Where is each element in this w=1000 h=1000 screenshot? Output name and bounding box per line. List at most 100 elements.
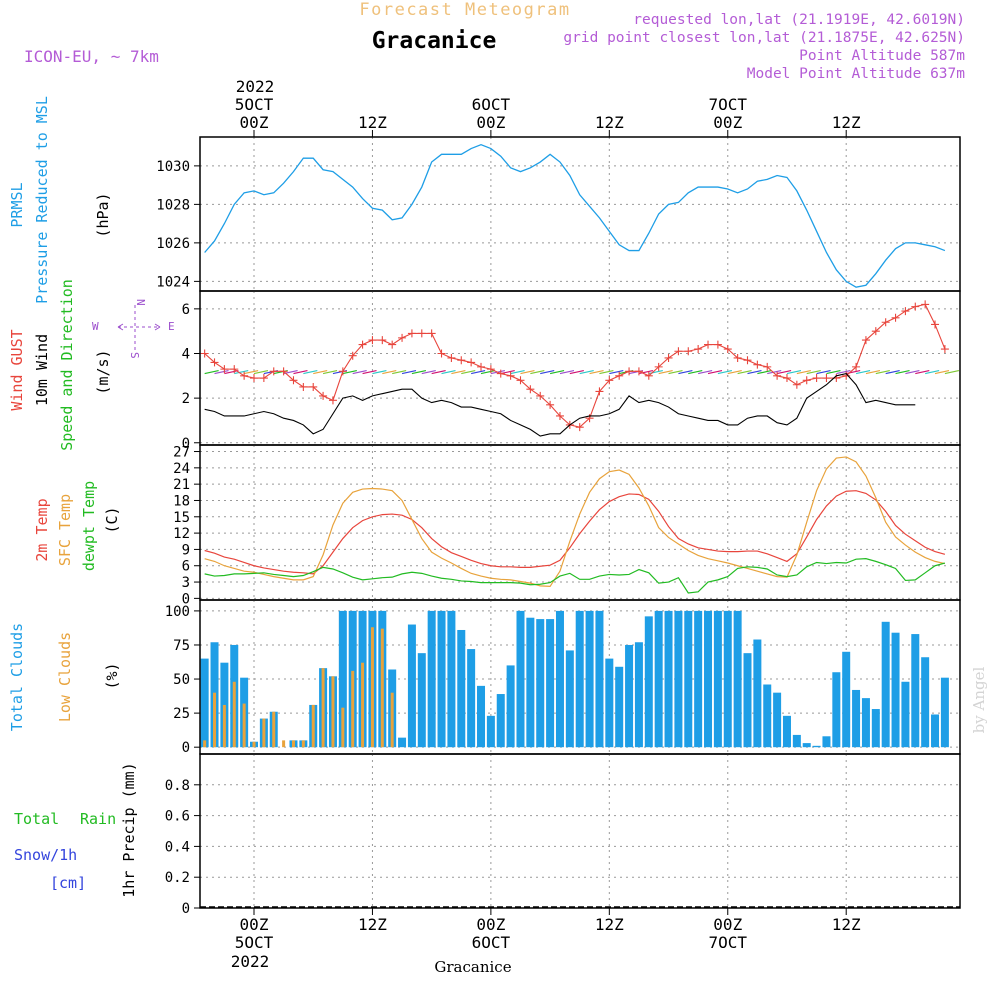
low-clouds-bar [282, 740, 286, 748]
low-clouds-label: Low Clouds [56, 632, 74, 722]
wind-dir-arrow [638, 369, 654, 375]
wind-dir-arrow [510, 369, 525, 375]
gust-marker [398, 333, 407, 342]
gust-marker [417, 329, 426, 338]
gust-marker [881, 318, 890, 327]
gust-marker [358, 340, 367, 349]
wind-label: 10m Wind [33, 334, 51, 406]
low-clouds-bar [213, 692, 217, 748]
low-clouds-bar [341, 707, 345, 748]
panel-clouds: 0 25 50 75 100 [165, 599, 961, 756]
model-altitude: Model Point Altitude 637m [747, 66, 966, 82]
gust-marker [250, 374, 258, 383]
ytick-label-temperature-4: 12 [173, 526, 190, 542]
wind-dir-arrow [915, 369, 930, 375]
gust-marker [338, 367, 347, 376]
low-clouds-bar [311, 704, 315, 748]
total-clouds-bar [625, 644, 634, 748]
footer-location: Gracanice [434, 958, 511, 976]
ytick-label-pressure-0: 1024 [156, 274, 190, 290]
wind-dir-arrow [540, 369, 555, 375]
wind-dir-arrow [885, 369, 900, 375]
ytick-label-temperature-0: 0 [182, 591, 190, 607]
ytick-label-clouds-0: 0 [182, 740, 190, 756]
gust-marker [319, 391, 328, 400]
total-clouds-bar [921, 657, 930, 748]
gust-marker [516, 376, 525, 385]
total-clouds-bar [555, 610, 564, 748]
total-clouds-bar [842, 651, 851, 748]
gust-marker [822, 374, 831, 383]
gust-marker [269, 367, 278, 376]
top-tick-label-3: 12Z [595, 113, 624, 132]
total-clouds-bar [634, 642, 643, 748]
total-clouds-bar [486, 715, 495, 748]
ytick-label-temperature-5: 15 [173, 510, 190, 526]
wind-dir-arrow [806, 369, 821, 375]
ytick-label-pressure-1: 1026 [156, 236, 190, 252]
precip-panel-labels: Total Rain Snow/1h [cm] 1hr Precip (mm) [14, 762, 138, 897]
wind-dir-arrow [707, 369, 723, 375]
gust-marker [407, 329, 416, 338]
gust-marker [654, 362, 663, 371]
total-clouds-bar [516, 610, 525, 748]
ytick-label-clouds-3: 75 [173, 638, 190, 654]
snow-label: Snow/1h [14, 846, 77, 864]
wind-dir-arrow [421, 369, 436, 375]
total-clouds-bar [664, 610, 673, 748]
wind-dir-arrow [658, 369, 673, 375]
gust-marker [279, 367, 288, 376]
gust-marker [210, 358, 219, 367]
ytick-label-wind-0: 0 [182, 436, 190, 452]
low-clouds-bar [380, 628, 384, 748]
wind-dir-arrow [609, 369, 624, 375]
wind-dir-arrow [441, 369, 456, 375]
top-tick-label-4: 00Z [713, 113, 742, 132]
wind-dir-arrow [816, 369, 831, 375]
ytick-label-temperature-8: 24 [173, 461, 190, 477]
top-tick-label-0: 00Z [240, 113, 269, 132]
ytick-label-wind-2: 4 [182, 346, 190, 362]
temp2m-line [204, 490, 946, 575]
gust-marker [733, 353, 742, 362]
wind-dir-arrow [451, 369, 466, 375]
gust-marker [891, 313, 900, 322]
panel-frame-pressure [199, 136, 961, 292]
wind-unit: (m/s) [94, 349, 112, 394]
wind-dir-arrow [471, 369, 486, 375]
panels: 1024102610281030024603691215182124270255… [156, 136, 961, 917]
wind-compass: N S W E [92, 299, 175, 359]
bottom-tick-label-3: 12Z [595, 915, 624, 934]
gust-marker [615, 371, 624, 380]
low-clouds-bar [203, 740, 207, 748]
low-clouds-bar [370, 627, 374, 748]
total-clouds-bar [526, 617, 535, 748]
point-altitude: Point Altitude 587m [799, 48, 965, 64]
panel-frame-wind [199, 290, 961, 446]
wind-dir-arrow [767, 369, 782, 375]
gust-line [204, 303, 946, 428]
temp-unit: (C) [103, 506, 121, 533]
gust-marker [289, 376, 298, 385]
ytick-label-wind-3: 6 [182, 302, 190, 318]
bottom-date-label-0: 5OCT [235, 933, 274, 952]
wind-dir-arrow [372, 369, 387, 375]
wind-dir-arrow [303, 369, 318, 375]
wind-dir-arrow [244, 369, 259, 375]
wind-dir-arrow [204, 369, 219, 375]
gust-marker [595, 387, 604, 396]
wind-dir-arrow [589, 369, 604, 375]
wind-dir-arrow [786, 369, 802, 375]
wind-dir-arrow [668, 369, 683, 375]
wind-dir-arrow [362, 369, 377, 375]
total-clouds-bar [861, 698, 870, 748]
wind-dir-arrow [352, 369, 367, 375]
total-clouds-bar [674, 610, 683, 748]
wind-dir-arrow [401, 369, 417, 375]
grid-point-coords: grid point closest lon,lat (21.1875E, 42… [563, 30, 965, 46]
gust-label: Wind GUST [8, 329, 26, 410]
gust-marker [259, 374, 268, 383]
gust-marker [921, 300, 930, 309]
wind-dir-arrow [599, 369, 614, 375]
total-clouds-bar [605, 658, 614, 748]
